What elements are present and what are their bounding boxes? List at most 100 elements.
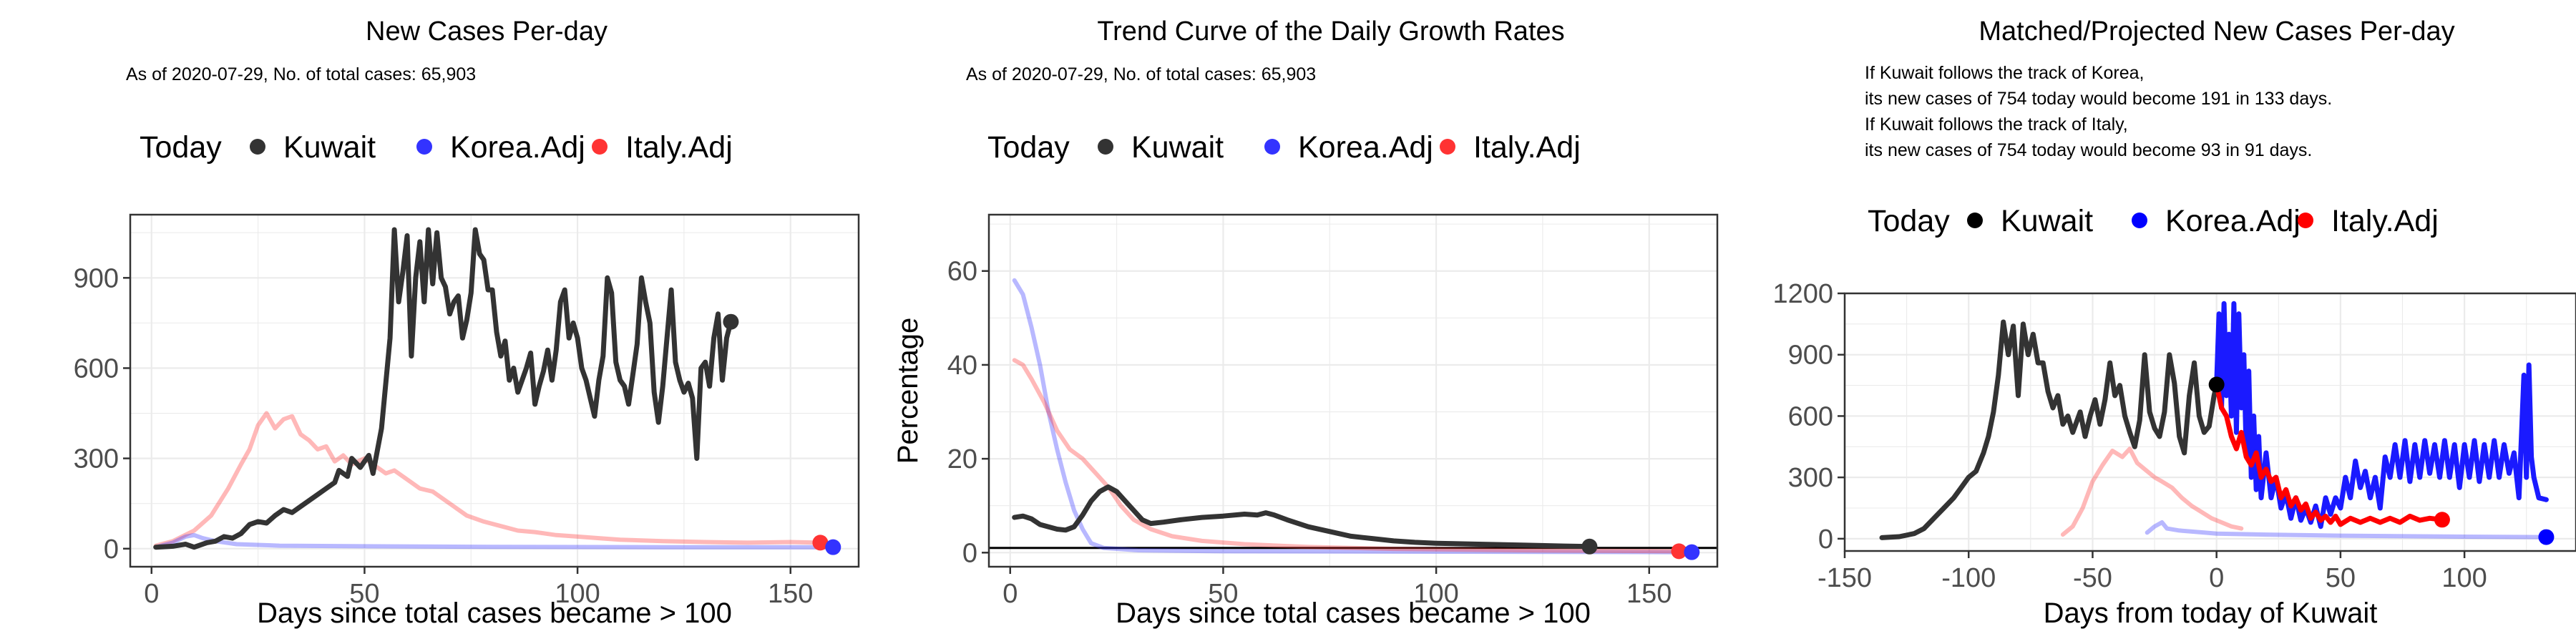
x-tick-label: 50 [1208, 579, 1238, 609]
plot-background [130, 215, 859, 567]
today-point-italy-adj [1671, 543, 1687, 560]
series-group [1012, 278, 1690, 555]
legend-label: Korea.Adj [1298, 130, 1433, 165]
x-tick-label: 100 [555, 579, 600, 609]
chart-panel-2: Trend Curve of the Daily Growth Rates As … [892, 16, 1719, 629]
y-tick-label: 600 [74, 353, 119, 384]
plot-border [129, 213, 860, 568]
series-group [1879, 301, 2549, 540]
series-group [153, 227, 831, 550]
chart-subtitle: If Kuwait follows the track of Korea, [1865, 63, 2144, 83]
y-tick-label: 0 [962, 538, 977, 568]
series-line-italy-adj [153, 411, 823, 548]
legend: Today Kuwait Korea.Adj Italy.Adj [1868, 204, 2439, 238]
today-point-kuwait [723, 313, 739, 330]
chart-subtitle: its new cases of 754 today would become … [1865, 89, 2332, 109]
y-tick-label: 40 [947, 351, 977, 381]
legend-marker [416, 139, 432, 155]
y-tick-label: 0 [104, 535, 119, 565]
series-line-korea-adj [1012, 278, 1690, 555]
today-point-italy-adj [812, 535, 829, 551]
series-line-korea-adj [153, 532, 831, 550]
today-point-kuwait [1581, 538, 1598, 555]
y-tick-label: 900 [1788, 341, 1833, 371]
x-tick-label: 150 [1626, 579, 1672, 609]
x-axis: 0 50 100 150 [1002, 567, 1672, 609]
legend-label: Italy.Adj [2331, 204, 2439, 238]
legend-title: Today [140, 130, 222, 165]
x-axis: -150 -100 -50 0 50 100 [1818, 551, 2487, 593]
y-tick-label: 900 [74, 263, 119, 293]
legend-marker [1264, 139, 1280, 155]
series-line-italy-adj [2214, 381, 2445, 527]
today-point-italy-adj [2434, 512, 2450, 528]
legend-marker [592, 139, 608, 155]
x-tick-label: 100 [2441, 563, 2487, 593]
y-tick-label: 60 [947, 257, 977, 287]
x-tick-label: 100 [1413, 579, 1458, 609]
x-tick-label: 0 [2209, 563, 2224, 593]
chart-subtitle: As of 2020-07-29, No. of total cases: 65… [126, 64, 476, 84]
series-line-kuwait [153, 227, 733, 550]
chart-panel-3: Matched/Projected New Cases Per-day If Ku… [1772, 16, 2576, 629]
chart-title: Matched/Projected New Cases Per-day [1979, 16, 2454, 47]
x-tick-label: 50 [2326, 563, 2356, 593]
legend-title: Today [1868, 204, 1950, 238]
y-axis-title: Percentage [892, 318, 924, 464]
legend-marker [2298, 213, 2313, 228]
chart-title: New Cases Per-day [366, 16, 608, 47]
series-line-italy-adj [2060, 447, 2244, 537]
legend-marker [2132, 213, 2147, 228]
plot-border [987, 213, 1719, 568]
today-point-kuwait [2208, 376, 2225, 393]
legend-marker [250, 139, 265, 155]
chart-subtitle: its new cases of 754 today would become … [1865, 140, 2312, 160]
legend: Today Kuwait Korea.Adj Italy.Adj [140, 130, 733, 165]
chart-subtitle: If Kuwait follows the track of Italy, [1865, 114, 2128, 135]
x-tick-label: 0 [1002, 579, 1018, 609]
y-tick-label: 1200 [1772, 279, 1833, 309]
legend-marker [1440, 139, 1455, 155]
legend-label: Korea.Adj [2165, 204, 2301, 238]
legend-title: Today [987, 130, 1070, 165]
today-point-korea-adj [825, 539, 841, 555]
series-line-korea-adj [2145, 520, 2549, 540]
legend: Today Kuwait Korea.Adj Italy.Adj [987, 130, 1581, 165]
legend-label: Kuwait [283, 130, 376, 165]
series-line-korea-adj [2214, 301, 2549, 530]
series-line-kuwait [1879, 319, 2220, 540]
x-tick-label: 50 [349, 579, 379, 609]
chart-panel-1: New Cases Per-day As of 2020-07-29, No. o… [74, 16, 860, 629]
chart-title: Trend Curve of the Daily Growth Rates [1097, 16, 1564, 47]
chart-subtitle: As of 2020-07-29, No. of total cases: 65… [966, 64, 1316, 84]
x-tick-label: -150 [1818, 563, 1872, 593]
legend-label: Italy.Adj [625, 130, 733, 165]
legend-marker [1098, 139, 1113, 155]
y-tick-label: 0 [1818, 525, 1833, 555]
x-axis-title: Days from today of Kuwait [2044, 597, 2378, 629]
plot-background [989, 215, 1717, 567]
legend-label: Korea.Adj [450, 130, 585, 165]
legend-label: Kuwait [2001, 204, 2093, 238]
y-tick-label: 20 [947, 444, 977, 474]
y-tick-label: 600 [1788, 401, 1833, 431]
legend-label: Italy.Adj [1473, 130, 1581, 165]
x-tick-label: -100 [1941, 563, 1996, 593]
x-axis-title: Days since total cases became > 100 [257, 597, 732, 629]
y-tick-label: 300 [74, 444, 119, 474]
series-line-kuwait [1012, 484, 1592, 550]
plot-border [1843, 292, 2576, 552]
y-axis: 0 20 40 60 [947, 257, 989, 568]
today-point-korea-adj [1684, 544, 1700, 560]
today-point-korea-adj [2538, 529, 2555, 545]
x-tick-label: -50 [2073, 563, 2112, 593]
legend-marker [1967, 213, 1983, 228]
x-tick-label: 150 [768, 579, 813, 609]
y-tick-label: 300 [1788, 463, 1833, 493]
series-line-italy-adj [1012, 358, 1682, 554]
y-axis: 0 300 600 900 [74, 263, 130, 565]
x-tick-label: 0 [144, 579, 159, 609]
grid [989, 215, 1717, 567]
